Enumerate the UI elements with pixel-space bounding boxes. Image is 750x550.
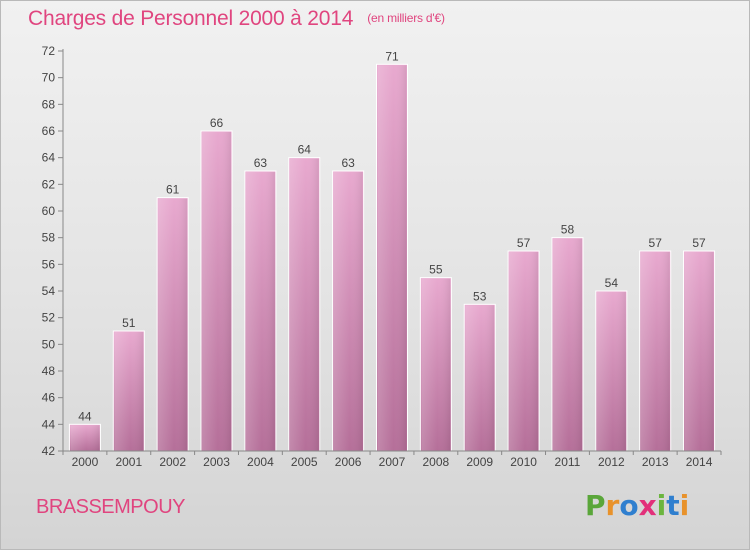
x-tick-label: 2009 bbox=[466, 455, 493, 469]
bar-shade bbox=[245, 172, 275, 451]
bar-2010: 57 bbox=[507, 236, 540, 452]
y-tick-label: 66 bbox=[42, 124, 56, 138]
x-tick-label: 2010 bbox=[510, 455, 537, 469]
value-label: 54 bbox=[605, 276, 619, 290]
y-tick-label: 56 bbox=[42, 257, 56, 271]
y-tick-label: 48 bbox=[42, 364, 56, 378]
y-tick-label: 44 bbox=[42, 417, 56, 431]
bar-2000: 44 bbox=[68, 409, 101, 452]
bar-2013: 57 bbox=[639, 236, 672, 452]
location-name: BRASSEMPOUY bbox=[36, 496, 185, 518]
bar-shade bbox=[421, 278, 451, 451]
bar-2002: 61 bbox=[156, 183, 189, 452]
bar-shade bbox=[640, 252, 670, 451]
bar-shade bbox=[509, 252, 539, 451]
bar-2011: 58 bbox=[551, 223, 584, 452]
x-tick-label: 2005 bbox=[291, 455, 318, 469]
y-tick-label: 50 bbox=[42, 337, 56, 351]
x-tick-label: 2006 bbox=[335, 455, 362, 469]
value-label: 55 bbox=[429, 263, 443, 277]
bar-shade bbox=[684, 252, 714, 451]
x-tick-label: 2004 bbox=[247, 455, 274, 469]
value-label: 63 bbox=[254, 156, 268, 170]
y-tick-label: 52 bbox=[42, 311, 56, 325]
chart-subtitle: (en milliers d'€) bbox=[367, 11, 445, 25]
bar-shade bbox=[202, 132, 232, 451]
y-tick-label: 60 bbox=[42, 204, 56, 218]
y-tick-label: 42 bbox=[42, 444, 56, 458]
y-tick-label: 64 bbox=[42, 151, 56, 165]
x-tick-label: 2011 bbox=[555, 455, 581, 469]
bar-shade bbox=[158, 198, 188, 451]
x-tick-label: 2013 bbox=[642, 455, 669, 469]
logo-letter: x bbox=[638, 489, 657, 522]
y-tick-label: 58 bbox=[42, 231, 56, 245]
bar-2009: 53 bbox=[463, 289, 496, 452]
value-label: 63 bbox=[341, 156, 355, 170]
logo-letter: o bbox=[619, 489, 639, 522]
bar-shade bbox=[70, 425, 100, 451]
bar-2008: 55 bbox=[419, 263, 452, 452]
bar-shade bbox=[114, 332, 144, 451]
bar-shade bbox=[465, 305, 495, 451]
y-tick-label: 68 bbox=[42, 97, 56, 111]
value-label: 71 bbox=[385, 49, 399, 63]
logo-letter: t bbox=[666, 489, 680, 522]
bar-shade bbox=[289, 158, 319, 451]
y-tick-label: 70 bbox=[42, 71, 56, 85]
bar-shade bbox=[377, 65, 407, 451]
x-tick-label: 2008 bbox=[423, 455, 450, 469]
bar-shade bbox=[552, 238, 582, 451]
chart-title: Charges de Personnel 2000 à 2014 (en mill… bbox=[28, 7, 445, 31]
x-tick-label: 2003 bbox=[203, 455, 230, 469]
x-tick-label: 2002 bbox=[159, 455, 186, 469]
bar-2014: 57 bbox=[683, 236, 716, 452]
value-label: 58 bbox=[561, 223, 575, 237]
bar-shade bbox=[596, 292, 626, 451]
x-tick-label: 2000 bbox=[72, 455, 99, 469]
logo-letter: i bbox=[679, 489, 690, 522]
y-tick-label: 46 bbox=[42, 391, 56, 405]
x-tick-label: 2007 bbox=[379, 455, 406, 469]
x-tick-label: 2001 bbox=[115, 455, 142, 469]
proxiti-logo: Proxiti bbox=[585, 489, 689, 522]
value-label: 44 bbox=[78, 409, 92, 423]
y-tick-label: 54 bbox=[42, 284, 56, 298]
value-label: 57 bbox=[692, 236, 706, 250]
x-tick-label: 2014 bbox=[686, 455, 713, 469]
value-label: 53 bbox=[473, 289, 487, 303]
value-label: 66 bbox=[210, 116, 224, 130]
bar-2003: 66 bbox=[200, 116, 233, 452]
value-label: 51 bbox=[122, 316, 136, 330]
bar-2004: 63 bbox=[244, 156, 277, 452]
bar-2005: 64 bbox=[288, 143, 321, 452]
bar-2006: 63 bbox=[332, 156, 365, 452]
y-tick-label: 72 bbox=[42, 44, 56, 58]
logo-letter: r bbox=[605, 489, 620, 522]
value-label: 61 bbox=[166, 183, 180, 197]
y-tick-label: 62 bbox=[42, 177, 56, 191]
logo-letter: i bbox=[656, 489, 667, 522]
value-label: 64 bbox=[298, 143, 312, 157]
bar-2007: 71 bbox=[376, 49, 408, 452]
logo-letter: P bbox=[585, 489, 606, 522]
x-tick-label: 2012 bbox=[598, 455, 625, 469]
chart-title-text: Charges de Personnel 2000 à 2014 bbox=[28, 7, 354, 30]
bar-shade bbox=[333, 172, 363, 451]
bar-2001: 51 bbox=[112, 316, 145, 452]
value-label: 57 bbox=[649, 236, 663, 250]
bar-2012: 54 bbox=[595, 276, 628, 452]
value-label: 57 bbox=[517, 236, 531, 250]
